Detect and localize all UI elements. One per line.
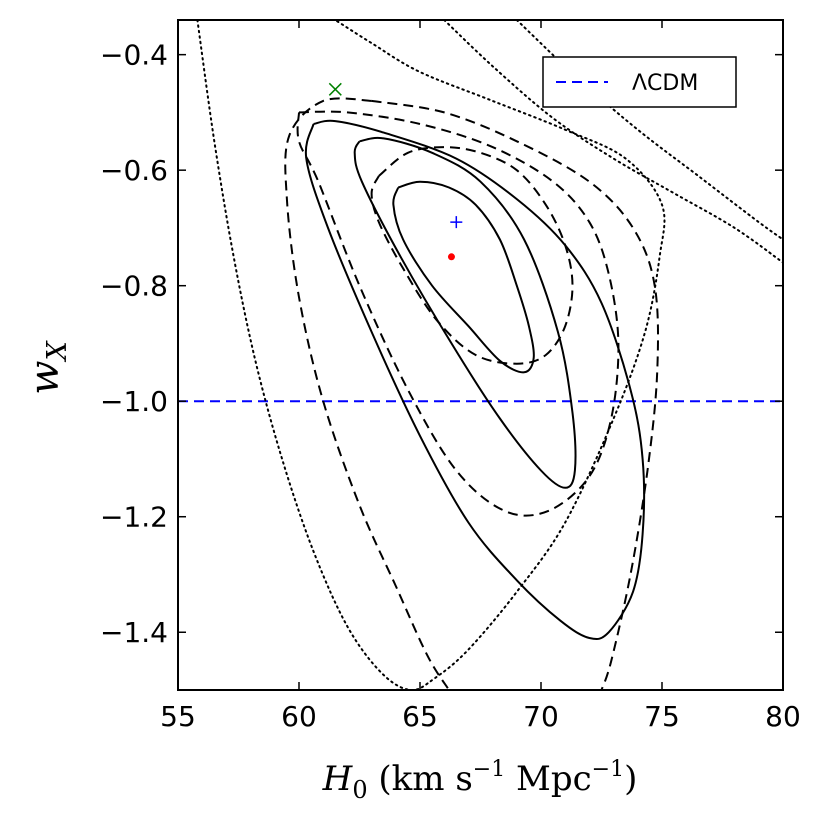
x-tick-label: 60 xyxy=(281,700,317,733)
x-tick-label: 75 xyxy=(644,700,680,733)
marker-cross-point xyxy=(328,82,342,96)
series-dashed-contour-1 xyxy=(370,146,574,365)
series-dashed-contour-2 xyxy=(296,110,620,517)
x-tick-label: 70 xyxy=(523,700,559,733)
series-solid-contour-3 xyxy=(304,119,646,641)
y-tick-label: −1.4 xyxy=(100,616,168,649)
legend: ΛCDM xyxy=(542,56,737,108)
series-solid-contour-1 xyxy=(392,180,535,374)
marker-layer xyxy=(328,82,463,261)
x-tick-label: 55 xyxy=(160,700,196,733)
series-solid-contour-2 xyxy=(353,136,577,489)
series-dashed-contour-3-right xyxy=(371,99,660,690)
series-dotted-contour-inner xyxy=(196,20,666,690)
y-tick-label: −1.0 xyxy=(100,385,168,418)
x-tick-label: 65 xyxy=(402,700,438,733)
y-tick-label: −1.2 xyxy=(100,501,168,534)
y-tick-label: −0.4 xyxy=(100,39,168,72)
plot-frame xyxy=(177,19,784,691)
tick-layer: 55 60 65 70 75 80 −1.4 −1.2 −1.0 −0.8 −0.6 −0.4 xyxy=(100,20,801,733)
y-axis-label: wX xyxy=(22,339,73,394)
y-tick-label: −0.6 xyxy=(100,154,168,187)
series-dotted-contour-middle xyxy=(443,20,783,264)
x-axis-label: H0 (km s−1 Mpc−1) xyxy=(322,757,638,804)
marker-plus-point xyxy=(450,216,463,229)
series-dotted-contour-outer xyxy=(515,20,783,241)
y-tick-label: −0.8 xyxy=(100,270,168,303)
legend-label-lcdm: ΛCDM xyxy=(632,71,698,96)
series-layer xyxy=(178,20,783,690)
series-dashed-contour-3-left xyxy=(284,97,450,690)
x-tick-label: 80 xyxy=(765,700,801,733)
marker-best-fit xyxy=(447,253,455,261)
